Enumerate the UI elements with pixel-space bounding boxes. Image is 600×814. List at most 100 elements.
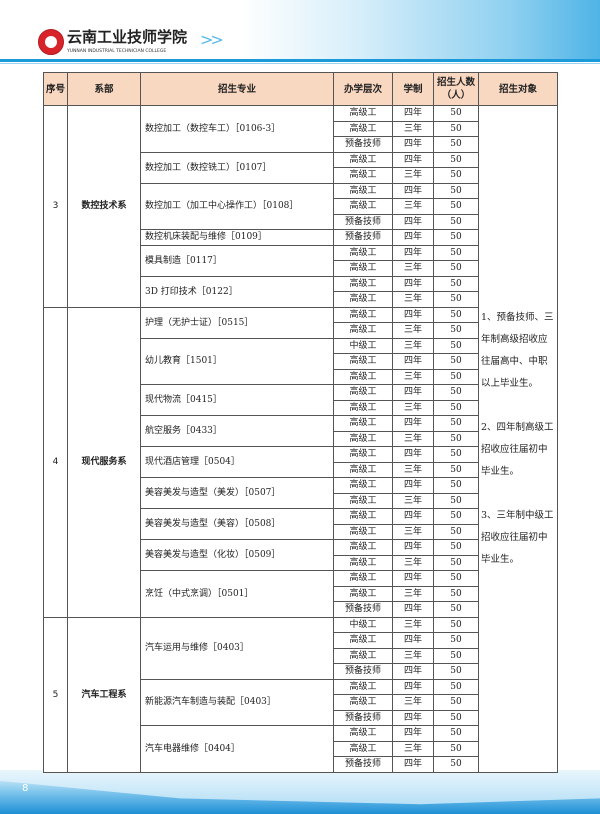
table-row: 预备技师 四年 50	[44, 601, 558, 618]
major-name: 航空服务［0433］	[140, 415, 334, 447]
level-cell: 高级工	[333, 120, 393, 137]
duration-cell: 三年	[392, 616, 434, 633]
enrollment-count: 50	[433, 213, 479, 230]
duration-cell: 四年	[392, 136, 434, 153]
enrollment-count: 50	[433, 616, 479, 633]
duration-cell: 四年	[392, 275, 434, 292]
level-cell: 高级工	[333, 415, 393, 432]
table-row: 数控机床装配与维修［0109］ 预备技师 四年 50	[44, 229, 558, 246]
duration-cell: 三年	[392, 368, 434, 385]
level-cell: 高级工	[333, 244, 393, 261]
column-header: 系部	[67, 72, 141, 106]
table-row: 高级工 三年 50	[44, 694, 558, 711]
table-row: 高级工 三年 50	[44, 120, 558, 137]
enrollment-count: 50	[433, 244, 479, 261]
duration-cell: 四年	[392, 244, 434, 261]
table-row: 高级工 三年 50	[44, 198, 558, 215]
level-cell: 高级工	[333, 554, 393, 571]
level-cell: 高级工	[333, 492, 393, 509]
duration-cell: 四年	[392, 306, 434, 323]
enrollment-count: 50	[433, 492, 479, 509]
department-name: 汽车工程系	[67, 616, 141, 773]
enrollment-count: 50	[433, 275, 479, 292]
table-row: 5 汽车工程系 汽车运用与维修［0403］ 中级工 三年 50	[43, 616, 558, 773]
table-row: 高级工 三年 50	[44, 322, 558, 339]
enrollment-count: 50	[433, 260, 479, 277]
duration-cell: 四年	[392, 725, 434, 742]
enrollment-count: 50	[433, 182, 479, 199]
table-row: 现代酒店管理［0504］ 高级工 四年 50	[44, 446, 558, 478]
level-cell: 高级工	[333, 570, 393, 587]
level-cell: 高级工	[333, 384, 393, 401]
major-name: 模具制造［0117］	[140, 244, 334, 277]
table-row: 预备技师 四年 50	[44, 213, 558, 230]
department-number: 4	[43, 306, 68, 618]
major-name: 现代物流［0415］	[140, 384, 334, 416]
duration-cell: 四年	[392, 477, 434, 494]
table-row: 数控加工（加工中心操作工）［0108］ 高级工 四年 50	[44, 182, 558, 230]
duration-cell: 四年	[392, 353, 434, 370]
table-row: 高级工 三年 50	[44, 740, 558, 757]
enrollment-count: 50	[433, 430, 479, 447]
major-name: 汽车电器维修［0404］	[140, 725, 334, 773]
enrollment-count: 50	[433, 461, 479, 478]
major-name: 现代酒店管理［0504］	[140, 446, 334, 478]
note-item: 1、预备技师、三年制高级招收应往届高中、中职以上毕业生。	[481, 311, 554, 389]
duration-cell: 三年	[392, 198, 434, 215]
level-cell: 高级工	[333, 306, 393, 323]
table-row: 高级工 三年 50	[44, 368, 558, 385]
column-header: 学制	[392, 72, 434, 106]
note-item: 3、三年制中级工招收应往届初中毕业生。	[481, 509, 554, 565]
table-row: 高级工 三年 50	[44, 523, 558, 540]
duration-cell: 四年	[392, 384, 434, 401]
duration-cell: 四年	[392, 182, 434, 199]
enrollment-count: 50	[433, 353, 479, 370]
level-cell: 高级工	[333, 399, 393, 416]
duration-cell: 三年	[392, 492, 434, 509]
enrollment-count: 50	[433, 399, 479, 416]
level-cell: 高级工	[333, 523, 393, 540]
major-name: 数控加工（数控铣工）［0107］	[140, 151, 334, 184]
level-cell: 高级工	[333, 446, 393, 463]
enrollment-count: 50	[433, 384, 479, 401]
column-header: 办学层次	[333, 72, 393, 106]
duration-cell: 三年	[392, 554, 434, 571]
enrollment-count: 50	[433, 151, 479, 168]
major-name: 汽车运用与维修［0403］	[140, 616, 334, 680]
duration-cell: 三年	[392, 430, 434, 447]
column-header: 招生专业	[140, 72, 334, 106]
enrollment-count: 50	[433, 694, 479, 711]
duration-cell: 四年	[392, 678, 434, 695]
table-row: 高级工 三年 50	[44, 291, 558, 308]
table-row: 4 现代服务系 护理（无护士证）［0515］ 高级工 四年 50	[43, 306, 558, 618]
level-cell: 高级工	[333, 151, 393, 168]
enrollment-count: 50	[433, 756, 479, 773]
chevrons-icon: >>	[200, 30, 224, 49]
major-name: 数控加工（数控车工）［0106-3］	[140, 105, 334, 153]
table-row: 高级工 四年 50	[44, 353, 558, 370]
department-number: 5	[43, 616, 68, 773]
enrollment-count: 50	[433, 601, 479, 618]
table-row: 数控加工（数控铣工）［0107］ 高级工 四年 50	[44, 151, 558, 184]
duration-cell: 四年	[392, 213, 434, 230]
duration-cell: 三年	[392, 647, 434, 664]
enrollment-count: 50	[433, 322, 479, 339]
column-header: 招生对象	[478, 72, 558, 106]
duration-cell: 四年	[392, 539, 434, 556]
enrollment-count: 50	[433, 446, 479, 463]
level-cell: 高级工	[333, 740, 393, 757]
level-cell: 高级工	[333, 322, 393, 339]
level-cell: 中级工	[333, 616, 393, 633]
enrollment-count: 50	[433, 585, 479, 602]
level-cell: 高级工	[333, 275, 393, 292]
level-cell: 预备技师	[333, 663, 393, 680]
enrollment-count: 50	[433, 136, 479, 153]
duration-cell: 三年	[392, 291, 434, 308]
level-cell: 预备技师	[333, 136, 393, 153]
duration-cell: 三年	[392, 337, 434, 354]
duration-cell: 三年	[392, 399, 434, 416]
table-row: 高级工 三年 50	[44, 461, 558, 478]
duration-cell: 三年	[392, 461, 434, 478]
duration-cell: 三年	[392, 260, 434, 277]
level-cell: 高级工	[333, 694, 393, 711]
